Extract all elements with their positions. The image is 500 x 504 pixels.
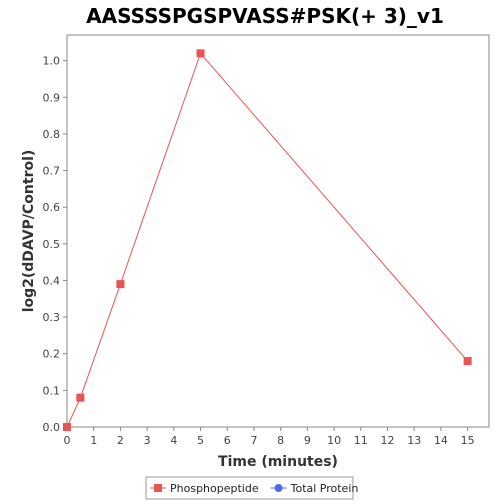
legend-label: Total Protein [290,482,359,495]
y-tick-label: 0.8 [43,128,61,141]
x-tick-label: 1 [90,434,97,447]
x-tick-label: 8 [277,434,284,447]
data-point [196,49,205,58]
y-tick-label: 0.5 [43,238,61,251]
y-tick-label: 0.2 [43,348,61,361]
x-tick-label: 7 [250,434,257,447]
data-point [63,423,71,431]
y-axis: 0.0 0.1 0.2 0.3 0.4 0.5 0.6 0.7 0.8 0.9 1.0 [43,55,67,434]
y-tick-label: 0.7 [43,165,61,178]
chart-title: AASSSSPGSPVASS#PSK(+ 3)_v1 [86,4,444,28]
x-tick-label: 6 [224,434,231,447]
x-tick-label: 9 [304,434,311,447]
y-axis-label: log2(dDAVP/Control) [21,150,37,313]
legend-box [145,476,354,500]
x-tick-label: 4 [170,434,177,447]
legend-marker [274,484,283,492]
x-axis: 0 1 2 3 4 5 6 7 8 9 10 11 12 13 14 15 [64,427,475,447]
x-tick-label: 0 [64,434,71,447]
x-tick-label: 12 [381,434,395,447]
series-layer [63,49,472,431]
y-tick-label: 0.0 [43,421,61,434]
data-point [463,357,472,366]
y-tick-label: 0.9 [43,91,61,104]
legend: Phosphopeptide Total Protein [145,476,359,500]
x-tick-label: 5 [197,434,204,447]
x-tick-label: 13 [407,434,421,447]
data-point [76,393,85,402]
y-tick-label: 0.4 [43,274,61,287]
y-tick-label: 0.1 [43,384,61,397]
x-tick-label: 11 [354,434,368,447]
plot-area [66,34,490,428]
x-axis-label: Time (minutes) [218,454,338,470]
x-tick-label: 14 [434,434,448,447]
data-point [116,280,125,289]
x-tick-label: 15 [461,434,475,447]
legend-label: Phosphopeptide [170,482,259,495]
x-tick-label: 10 [327,434,341,447]
y-tick-label: 1.0 [43,55,61,68]
legend-marker [154,484,162,492]
y-tick-label: 0.6 [43,201,61,214]
x-tick-label: 3 [144,434,151,447]
x-tick-label: 2 [117,434,124,447]
y-tick-label: 0.3 [43,311,61,324]
